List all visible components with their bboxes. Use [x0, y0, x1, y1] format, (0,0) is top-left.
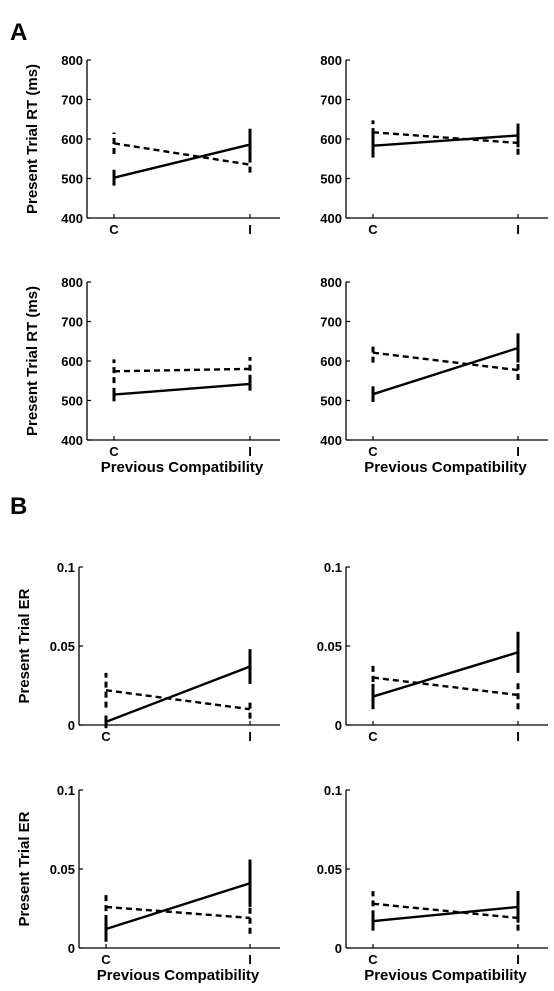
- y-tick-label: 0: [335, 941, 342, 956]
- y-tick-label: 400: [61, 211, 83, 226]
- x-axis-title: Previous Compatibility: [364, 967, 527, 984]
- series-line-solid: [105, 665, 251, 723]
- chart-7: 0 0.05 0.1 C I Present Trial ER Previous Compa…: [16, 783, 280, 984]
- x-tick-label: C: [101, 729, 111, 744]
- x-tick-label: I: [248, 222, 252, 237]
- series-line-dashed: [372, 131, 519, 145]
- y-tick-label: 700: [61, 93, 83, 108]
- x-axis-title: Previous Compatibility: [364, 459, 527, 476]
- series-line-dashed: [372, 902, 519, 920]
- y-tick-label: 0: [68, 941, 75, 956]
- x-tick-label: C: [368, 444, 378, 459]
- series-line-solid: [372, 134, 519, 147]
- series-line-dashed: [105, 905, 251, 920]
- y-tick-label: 500: [61, 394, 83, 409]
- y-tick-label: 0: [335, 718, 342, 733]
- y-tick-label: 600: [61, 354, 83, 369]
- series-line-dashed: [372, 351, 519, 372]
- y-tick-label: 600: [61, 132, 83, 147]
- y-tick-label: 700: [320, 93, 342, 108]
- chart-6: 0 0.05 0.1 C I: [317, 560, 548, 744]
- x-tick-label: I: [248, 729, 252, 744]
- y-tick-label: 400: [320, 211, 342, 226]
- y-tick-label: 800: [61, 275, 83, 290]
- x-tick-label: C: [109, 444, 119, 459]
- x-axis-title: Previous Compatibility: [97, 967, 260, 984]
- y-axis-title: Present Trial RT (ms): [24, 64, 41, 214]
- y-tick-label: 0.1: [324, 783, 342, 798]
- x-tick-label: C: [109, 222, 119, 237]
- y-tick-label: 0.1: [324, 560, 342, 575]
- y-axis-title: Present Trial RT (ms): [24, 286, 41, 436]
- y-tick-label: 0.05: [50, 639, 75, 654]
- series-line-solid: [372, 346, 519, 396]
- x-tick-label: C: [368, 952, 378, 967]
- y-tick-label: 800: [320, 275, 342, 290]
- x-tick-label: C: [101, 952, 111, 967]
- y-tick-label: 0.05: [50, 862, 75, 877]
- x-tick-label: I: [516, 444, 520, 459]
- y-tick-label: 0.1: [57, 560, 75, 575]
- y-tick-label: 500: [61, 172, 83, 187]
- y-tick-label: 700: [61, 315, 83, 330]
- x-tick-label: I: [516, 222, 520, 237]
- y-axis-title: Present Trial ER: [16, 811, 33, 926]
- x-tick-label: I: [516, 729, 520, 744]
- panel-letter-a: A: [10, 19, 27, 46]
- series-line-solid: [113, 143, 251, 179]
- y-tick-label: 800: [61, 53, 83, 68]
- x-tick-label: I: [516, 952, 520, 967]
- series-line-dashed: [105, 689, 251, 711]
- y-tick-label: 500: [320, 172, 342, 187]
- series-line-dashed: [113, 367, 251, 373]
- y-axis-title: Present Trial ER: [16, 588, 33, 703]
- chart-3: 400 500 600 700 800 C I Present Trial RT (ms) Pr…: [24, 275, 280, 476]
- series-line-solid: [105, 882, 251, 931]
- y-tick-label: 700: [320, 315, 342, 330]
- chart-5: 0 0.05 0.1 C I Present Trial ER: [16, 560, 280, 744]
- y-tick-label: 400: [320, 433, 342, 448]
- y-tick-label: 600: [320, 354, 342, 369]
- series-line-dashed: [372, 676, 519, 697]
- chart-2: 400 500 600 700 800 C I: [320, 53, 548, 237]
- y-tick-label: 500: [320, 394, 342, 409]
- chart-1: 400 500 600 700 800 C I Present Trial RT (ms): [24, 53, 280, 237]
- panel-letter-b: B: [10, 493, 27, 520]
- series-line-dashed: [113, 142, 251, 166]
- series-line-solid: [372, 905, 519, 923]
- x-tick-label: I: [248, 952, 252, 967]
- x-axis-title: Previous Compatibility: [101, 459, 264, 476]
- y-tick-label: 400: [61, 433, 83, 448]
- y-tick-label: 0.05: [317, 862, 342, 877]
- y-tick-label: 600: [320, 132, 342, 147]
- x-tick-label: I: [248, 444, 252, 459]
- y-tick-label: 0: [68, 718, 75, 733]
- x-tick-label: C: [368, 222, 378, 237]
- y-tick-label: 0.1: [57, 783, 75, 798]
- y-tick-label: 0.05: [317, 639, 342, 654]
- y-tick-label: 800: [320, 53, 342, 68]
- series-line-solid: [372, 651, 519, 698]
- x-tick-label: C: [368, 729, 378, 744]
- series-line-solid: [113, 382, 251, 396]
